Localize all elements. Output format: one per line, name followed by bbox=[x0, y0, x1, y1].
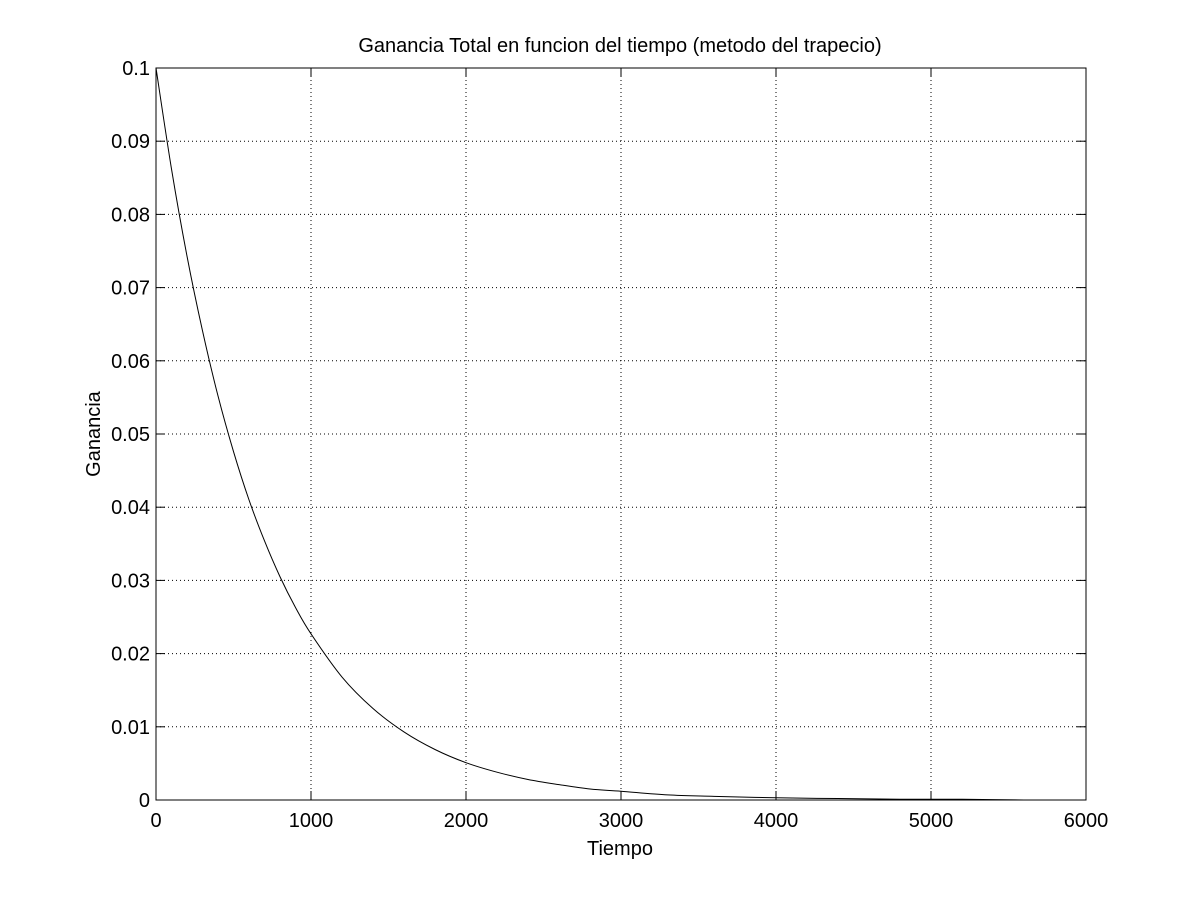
y-tick-label: 0.05 bbox=[111, 424, 150, 446]
y-tick-label: 0.07 bbox=[111, 278, 150, 300]
chart-title: Ganancia Total en funcion del tiempo (me… bbox=[358, 35, 881, 57]
x-tick-label: 0 bbox=[150, 810, 161, 832]
x-tick-labels: 0 1000 2000 3000 4000 5000 6000 bbox=[150, 810, 1108, 832]
y-tick-labels: 0 0.01 0.02 0.03 0.04 0.05 0.06 0.07 0.08 0.09 0.1 bbox=[111, 58, 150, 812]
y-tick-label: 0 bbox=[139, 790, 150, 812]
x-tick-label: 2000 bbox=[444, 810, 489, 832]
y-axis-label: Ganancia bbox=[83, 390, 105, 476]
x-tick-label: 3000 bbox=[599, 810, 644, 832]
y-tick-label: 0.06 bbox=[111, 351, 150, 373]
axes-frame bbox=[155, 67, 1087, 801]
y-tick-label: 0.08 bbox=[111, 204, 150, 226]
series-line bbox=[155, 67, 1087, 801]
y-tick-label: 0.09 bbox=[111, 131, 150, 153]
series-layer bbox=[155, 67, 1087, 801]
y-tick-label: 0.03 bbox=[111, 570, 150, 592]
grid bbox=[156, 68, 1086, 800]
y-tick-label: 0.1 bbox=[122, 58, 150, 80]
x-tick-label: 4000 bbox=[754, 810, 799, 832]
y-tick-label: 0.02 bbox=[111, 644, 150, 666]
x-axis-label: Tiempo bbox=[587, 838, 653, 860]
y-tick-label: 0.01 bbox=[111, 717, 150, 739]
x-tick-label: 1000 bbox=[289, 810, 334, 832]
x-tick-label: 6000 bbox=[1064, 810, 1109, 832]
x-tick-label: 5000 bbox=[909, 810, 954, 832]
y-tick-label: 0.04 bbox=[111, 497, 150, 519]
